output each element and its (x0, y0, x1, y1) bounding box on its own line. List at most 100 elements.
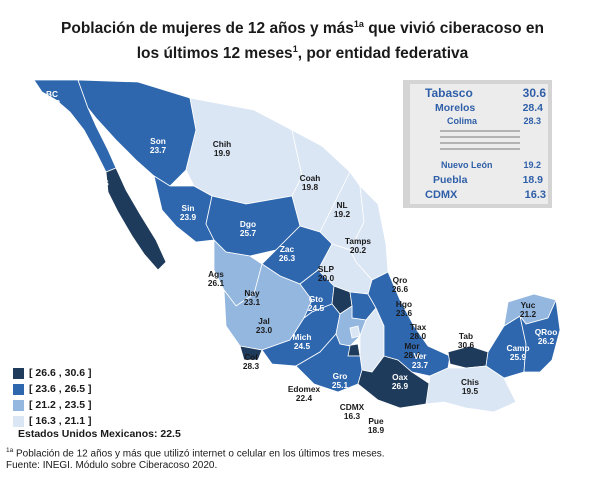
state-chis (425, 365, 517, 413)
state-label-nay: Nay (244, 288, 260, 298)
state-label-oax: Oax (392, 372, 408, 382)
rank-name: Tabasco (425, 86, 473, 100)
rank-row-5: Puebla 18.9 (433, 174, 545, 186)
rank-value: 30.6 (522, 86, 546, 100)
ranking-separator-lines (440, 130, 520, 150)
state-value-cdmx: 16.3 (344, 411, 361, 421)
legend-item: [ 21.2 , 23.5 ] (13, 398, 91, 412)
state-label-hgo: Hgo (396, 299, 412, 309)
state-label-ags: Ags (208, 269, 224, 279)
legend-swatch (13, 415, 24, 427)
state-value-ver: 23.7 (412, 360, 429, 370)
state-label-tab: Tab (459, 331, 473, 341)
state-qroo (519, 298, 561, 373)
state-label-camp: Camp (506, 343, 529, 353)
rank-name: Puebla (433, 174, 468, 186)
state-label-zac: Zac (280, 244, 295, 254)
ranking-box: Tabasco 30.6 Morelos 28.4 Colima 28.3 Nu… (407, 82, 552, 206)
state-value-tlax: 28.0 (410, 331, 427, 341)
state-value-mor: 28.4 (404, 350, 421, 360)
state-value-yuc: 21.2 (520, 309, 537, 319)
state-label-mich: Mich (293, 332, 312, 342)
state-label-pue: Pue (368, 416, 384, 426)
state-value-gto: 24.5 (308, 303, 325, 313)
state-label-chih: Chih (213, 139, 231, 149)
rank-value: 18.9 (522, 174, 543, 186)
state-label-bc: BC (46, 89, 58, 99)
state-value-nl: 19.2 (334, 209, 351, 219)
legend-item: [ 23.6 , 26.5 ] (13, 382, 91, 396)
state-value-nay: 23.1 (244, 297, 261, 307)
state-label-cdmx: CDMX (340, 402, 365, 412)
state-value-zac: 26.3 (279, 253, 296, 263)
state-value-jal: 23.0 (256, 325, 273, 335)
rank-row-6: CDMX 16.3 (425, 189, 548, 201)
state-value-coah: 19.8 (302, 182, 319, 192)
state-label-son: Son (150, 136, 166, 146)
state-value-slp: 20.0 (318, 273, 335, 283)
state-label-slp: SLP (318, 264, 335, 274)
state-col (239, 345, 263, 361)
state-bcs (105, 167, 167, 271)
ranking-box-bg (403, 80, 552, 208)
state-value-chis: 19.5 (462, 386, 479, 396)
state-label-tlax: Tlax (410, 322, 427, 332)
legend-swatch (13, 367, 24, 379)
state-value-qro: 26.6 (392, 284, 409, 294)
state-value-qroo: 26.2 (538, 336, 555, 346)
state-value-ags: 26.1 (208, 278, 225, 288)
state-label-gto: Gto (309, 294, 323, 304)
state-label-dgo: Dgo (240, 219, 256, 229)
rank-value: 16.3 (524, 189, 546, 201)
state-label-edomex: Edomex (288, 384, 321, 394)
state-value-pue: 18.9 (368, 425, 385, 435)
state-label-tamps: Tamps (345, 236, 372, 246)
state-value-dgo: 25.7 (240, 228, 257, 238)
state-dgo (205, 195, 301, 257)
rank-value: 28.3 (523, 116, 541, 126)
state-label-mor: Mor (404, 341, 420, 351)
state-value-camp: 25.9 (510, 352, 527, 362)
state-cdmx (349, 325, 361, 339)
state-label-qroo: QRoo (535, 327, 558, 337)
legend-label: [ 26.6 , 30.6 ] (29, 367, 92, 379)
legend-label: [ 23.6 , 26.5 ] (29, 383, 92, 395)
state-label-coah: Coah (300, 173, 321, 183)
legend: [ 26.6 , 30.6 ] [ 23.6 , 26.5 ] [ 21.2 ,… (13, 366, 91, 430)
labels-layer: BC25.2BCS27.2Son23.7Chih19.9Coah19.8NL19… (44, 89, 557, 435)
state-value-tamps: 20.2 (350, 245, 367, 255)
state-label-ver: Ver (414, 351, 428, 361)
state-value-edomex: 22.4 (296, 393, 313, 403)
legend-item: [ 16.3 , 21.1 ] (13, 414, 91, 428)
state-value-mich: 24.5 (294, 341, 311, 351)
state-label-chis: Chis (461, 377, 479, 387)
state-value-sin: 23.9 (180, 212, 197, 222)
state-value-tab: 30.6 (458, 340, 475, 350)
legend-item: [ 26.6 , 30.6 ] (13, 366, 91, 380)
state-label-yuc: Yuc (521, 300, 536, 310)
states-layer (33, 79, 561, 413)
rank-name: Morelos (435, 102, 476, 114)
state-value-gro: 25.1 (332, 380, 349, 390)
state-label-nl: NL (336, 200, 347, 210)
state-label-qro: Qro (393, 275, 408, 285)
state-label-jal: Jal (258, 316, 270, 326)
state-value-bcs: 27.2 (92, 187, 109, 197)
state-value-col: 28.3 (243, 361, 260, 371)
state-value-chih: 19.9 (214, 148, 231, 158)
footnote: 1a Población de 12 años y más que utiliz… (6, 447, 385, 460)
state-label-gro: Gro (333, 371, 348, 381)
rank-value: 19.2 (523, 160, 541, 170)
legend-label: [ 16.3 , 21.1 ] (29, 415, 92, 427)
rank-row-1: Tabasco 30.6 (425, 86, 548, 100)
rank-name: CDMX (425, 189, 458, 201)
state-label-bcs: BCS (91, 178, 109, 188)
state-label-col: Col (244, 352, 257, 362)
state-value-oax: 26.9 (392, 381, 409, 391)
source-note: Fuente: INEGI. Módulo sobre Ciberacoso 2… (6, 460, 218, 471)
legend-swatch (13, 383, 24, 395)
legend-swatch (13, 399, 24, 411)
legend-label: [ 21.2 , 23.5 ] (29, 399, 92, 411)
state-value-son: 23.7 (150, 145, 167, 155)
